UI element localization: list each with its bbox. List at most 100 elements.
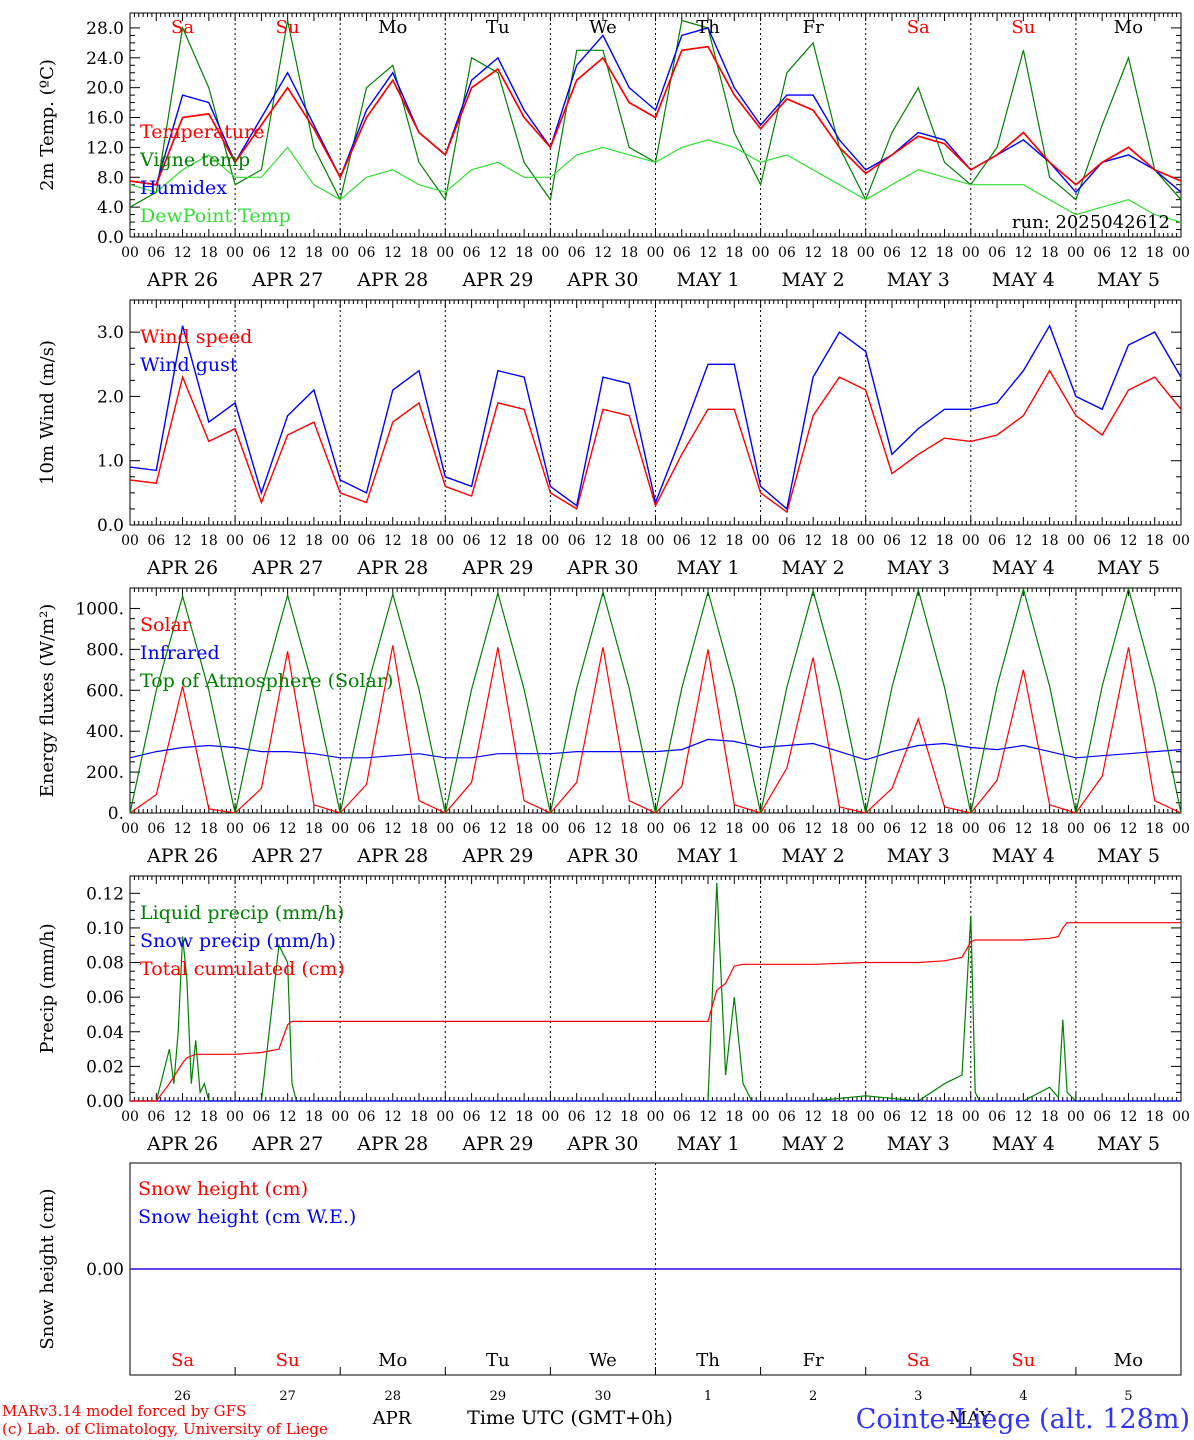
hour-label: 06: [883, 533, 901, 549]
hour-label: 06: [778, 533, 796, 549]
hour-label: 18: [515, 245, 533, 261]
date-label: APR 29: [461, 845, 533, 867]
weekday-label: Mo: [378, 17, 407, 38]
date-label: MAY 5: [1097, 269, 1160, 291]
hour-label: 18: [305, 533, 323, 549]
weekday-label: Tu: [486, 17, 510, 38]
y-tick-label: 0.0: [97, 228, 124, 248]
hour-label: 00: [962, 821, 980, 837]
hour-label: 06: [463, 245, 481, 261]
y-tick-label: 1000.: [75, 599, 124, 619]
hour-label: 00: [1067, 821, 1085, 837]
weekday-label: Sa: [907, 1350, 930, 1371]
hour-label: 12: [699, 821, 717, 837]
day-number: 5: [1124, 1389, 1132, 1404]
hour-label: 18: [305, 1109, 323, 1125]
hour-label: 00: [541, 533, 559, 549]
hour-label: 06: [988, 533, 1006, 549]
y-tick-label: 2.0: [97, 387, 124, 407]
y-axis-label: Energy fluxes (W/m²): [37, 604, 58, 798]
hour-label: 00: [226, 533, 244, 549]
hour-label: 06: [252, 1109, 270, 1125]
hour-label: 18: [831, 533, 849, 549]
hour-label: 00: [647, 821, 665, 837]
hour-label: 00: [121, 821, 139, 837]
y-tick-label: 0.08: [86, 954, 124, 974]
hour-label: 18: [620, 1109, 638, 1125]
hour-label: 18: [936, 533, 954, 549]
hour-label: 00: [331, 821, 349, 837]
hour-label: 00: [541, 1109, 559, 1125]
hour-label: 00: [226, 1109, 244, 1125]
hour-label: 12: [1120, 245, 1138, 261]
hour-label: 18: [620, 533, 638, 549]
hour-label: 00: [226, 245, 244, 261]
y-tick-label: 24.0: [86, 49, 124, 69]
legend-entry: Wind gust: [140, 354, 238, 376]
hour-label: 18: [200, 245, 218, 261]
hour-label: 18: [936, 245, 954, 261]
hour-label: 12: [909, 245, 927, 261]
credit-line-2: (c) Lab. of Climatology, University of L…: [2, 1420, 328, 1438]
day-number: 27: [279, 1389, 296, 1404]
hour-label: 12: [1014, 533, 1032, 549]
hour-label: 06: [358, 1109, 376, 1125]
hour-label: 12: [1120, 821, 1138, 837]
day-number: 28: [384, 1389, 401, 1404]
hour-label: 18: [1146, 821, 1164, 837]
hour-label: 06: [568, 1109, 586, 1125]
hour-label: 06: [1093, 821, 1111, 837]
series-line-3: [129, 586, 1182, 814]
hour-label: 18: [410, 533, 428, 549]
date-label: MAY 1: [677, 1133, 740, 1155]
series-line-2: [129, 324, 1182, 511]
hour-label: 12: [174, 821, 192, 837]
weekday-label: Th: [696, 1350, 720, 1371]
hour-label: 06: [988, 245, 1006, 261]
hour-label: 18: [1041, 245, 1059, 261]
date-label: APR 30: [566, 1133, 638, 1155]
hour-label: 00: [121, 245, 139, 261]
date-label: MAY 2: [782, 557, 845, 579]
hour-label: 12: [594, 533, 612, 549]
hour-label: 12: [909, 533, 927, 549]
day-number: 26: [174, 1389, 191, 1404]
hour-label: 12: [699, 533, 717, 549]
y-tick-label: 8.0: [97, 168, 124, 188]
credit-line-1: MARv3.14 model forced by GFS: [2, 1402, 246, 1420]
hour-label: 06: [988, 821, 1006, 837]
hour-label: 00: [1067, 1109, 1085, 1125]
month-label-may: MAY: [949, 1408, 993, 1429]
y-tick-label: 16.0: [86, 109, 124, 129]
series-line-1: [129, 369, 1182, 514]
hour-label: 00: [647, 1109, 665, 1125]
hour-label: 00: [857, 821, 875, 837]
hour-label: 06: [147, 245, 165, 261]
hour-label: 00: [1067, 245, 1085, 261]
hour-label: 12: [489, 1109, 507, 1125]
hour-label: 12: [279, 245, 297, 261]
date-label: APR 30: [566, 557, 638, 579]
hour-label: 06: [252, 245, 270, 261]
day-number: 2: [809, 1389, 817, 1404]
y-tick-label: 4.0: [97, 198, 124, 218]
y-tick-label: 3.0: [97, 323, 124, 343]
y-tick-label: 200.: [86, 763, 124, 783]
hour-label: 06: [463, 821, 481, 837]
hour-label: 00: [857, 533, 875, 549]
hour-label: 00: [541, 245, 559, 261]
hour-label: 18: [515, 821, 533, 837]
hour-label: 12: [384, 821, 402, 837]
hour-label: 18: [1146, 533, 1164, 549]
hour-label: 06: [673, 245, 691, 261]
hour-label: 00: [436, 533, 454, 549]
hour-label: 18: [305, 821, 323, 837]
y-axis-label: 2m Temp. (ºC): [37, 59, 58, 191]
hour-label: 12: [384, 1109, 402, 1125]
hour-label: 00: [541, 821, 559, 837]
weekday-label: Su: [1011, 1350, 1035, 1371]
hour-label-end: 00: [1172, 821, 1190, 837]
hour-label: 06: [358, 245, 376, 261]
hour-label: 12: [594, 1109, 612, 1125]
date-label: APR 26: [146, 1133, 218, 1155]
